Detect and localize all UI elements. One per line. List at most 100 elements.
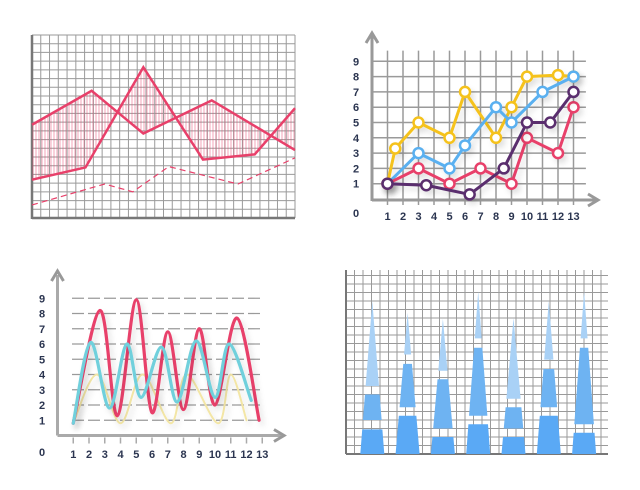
data-point [474,162,487,175]
x-tick-label: 3 [415,211,421,223]
data-point [412,162,425,175]
x-tick-label: 7 [477,211,483,223]
bar-segment [438,318,448,371]
x-tick-label: 12 [240,449,252,461]
data-point [381,177,394,190]
bar-3 [430,318,455,454]
bar-segment [474,291,482,339]
bar-segment [362,394,382,420]
series-4 [381,85,580,201]
x-tick-label: 10 [209,449,221,461]
series-line [386,73,574,185]
series-line-2 [31,64,296,181]
bar-segment [433,379,453,429]
y-tick-label: 1 [39,415,45,427]
data-point [463,188,476,201]
bar-segment [360,429,385,454]
data-point [489,100,503,114]
data-point [412,146,425,160]
x-axis-arrow-icon [273,428,287,443]
bar-segment [365,301,379,386]
y-tick-label: 4 [353,133,360,145]
y-tick-label: 9 [39,293,45,305]
bar-segment [503,407,524,429]
data-point [505,177,518,190]
x-tick-label: 7 [165,449,171,461]
y-tick-label: 9 [353,56,359,68]
data-point [443,177,456,190]
bar-segment [395,415,420,454]
x-tick-label: 10 [521,211,533,223]
x-tick-label: 5 [133,449,139,461]
x-tick-label: 4 [117,449,124,461]
data-point [567,70,580,83]
y-tick-label: 1 [353,179,359,191]
data-point [520,70,534,83]
data-point [551,146,565,160]
data-point [458,139,472,152]
data-point [520,116,534,129]
bar-6 [536,301,561,454]
data-point [497,162,510,175]
bar-segment [466,424,491,454]
data-point [544,116,557,129]
data-point [567,100,580,114]
y-tick-label: 5 [39,354,45,366]
bar-segment [399,363,416,408]
dashed-series-line [31,157,296,206]
origin-label: 0 [39,447,45,459]
bar-7 [572,291,597,454]
x-tick-label: 13 [256,449,268,461]
data-point [489,131,503,145]
bar-segment [544,301,554,360]
x-tick-label: 8 [180,449,186,461]
bar-segment [506,318,521,399]
x-tick-label: 1 [70,449,76,461]
hatched-area-chart [30,34,296,220]
bar-segment [501,437,526,454]
x-tick-label: 9 [196,449,202,461]
x-tick-label: 13 [567,211,579,223]
x-axis-arrow-icon [587,192,601,208]
x-tick-label: 2 [86,449,92,461]
x-tick-label: 11 [537,211,549,223]
x-tick-label: 3 [102,449,108,461]
y-tick-label: 2 [39,400,45,412]
data-point [412,116,425,129]
y-tick-label: 8 [39,309,45,321]
x-tick-label: 1 [384,211,390,223]
data-point [505,116,518,129]
data-point [458,85,472,99]
series-line-1 [31,89,296,152]
bar-segment [574,347,594,425]
y-tick-label: 6 [353,102,359,114]
data-point [443,131,456,145]
bar-segment [572,432,597,454]
tapered-bar-chart [345,270,608,455]
data-point [389,142,402,155]
data-point [536,85,549,99]
data-point [567,85,580,99]
bar-2 [395,312,420,454]
x-tick-label: 8 [493,211,499,223]
data-point [520,131,534,145]
bar-segment [430,437,455,454]
bar-1 [360,301,385,454]
y-axis-arrow-icon [364,30,380,44]
x-tick-label: 12 [552,211,564,223]
y-tick-label: 3 [353,148,359,160]
bar-segment [536,415,561,454]
y-tick-label: 7 [39,324,45,336]
y-tick-label: 8 [353,72,359,84]
x-tick-label: 2 [400,211,406,223]
y-axis-arrow-icon [50,268,65,282]
y-tick-label: 2 [353,163,359,175]
bar-5 [501,318,526,454]
y-tick-label: 4 [39,370,46,382]
data-point [443,162,456,175]
data-point [420,178,433,192]
wave-series-3 [71,339,253,425]
